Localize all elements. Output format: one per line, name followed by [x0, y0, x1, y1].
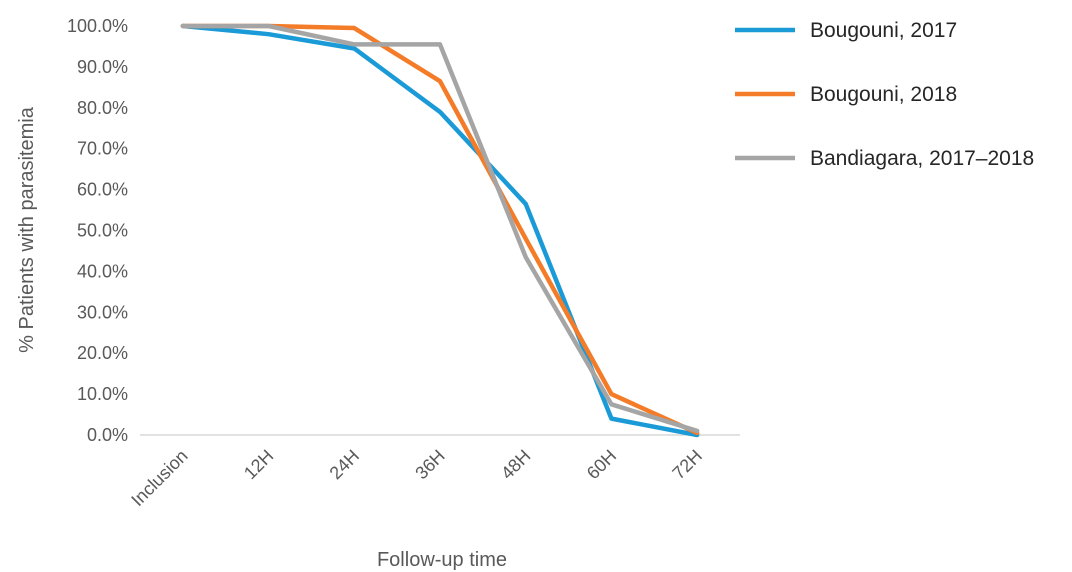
y-tick-label: 50.0%	[77, 221, 128, 241]
x-tick-label: Inclusion	[127, 446, 191, 510]
series-line-3	[180, 23, 700, 434]
y-tick-label: 0.0%	[87, 425, 128, 445]
legend-label: Bougouni, 2017	[810, 19, 957, 42]
y-tick-label: 60.0%	[77, 180, 128, 200]
series-line-2	[180, 23, 700, 436]
legend-item: Bougouni, 2017	[735, 19, 957, 42]
y-tick-label: 100.0%	[67, 16, 128, 36]
legend-item: Bougouni, 2018	[735, 83, 957, 106]
legend: Bougouni, 2017 Bougouni, 2018 Bandiagara, …	[735, 19, 1034, 170]
x-tick-label: 60H	[583, 446, 620, 483]
y-axis-title: % Patients with parasitemia	[16, 106, 38, 353]
y-tick-label: 80.0%	[77, 98, 128, 118]
x-tick-label: 72H	[668, 446, 705, 483]
y-axis-ticks: 0.0% 10.0% 20.0% 30.0% 40.0% 50.0% 60.0% 70.0% 8…	[67, 16, 128, 445]
legend-label: Bandiagara, 2017–2018	[810, 147, 1034, 170]
y-tick-label: 40.0%	[77, 261, 128, 281]
x-tick-label: 24H	[326, 446, 363, 483]
y-tick-label: 20.0%	[77, 343, 128, 363]
y-tick-label: 90.0%	[77, 57, 128, 77]
legend-label: Bougouni, 2018	[810, 83, 957, 106]
x-tick-label: 12H	[240, 446, 277, 483]
y-tick-label: 70.0%	[77, 139, 128, 159]
series-line-1	[180, 23, 700, 438]
y-tick-label: 30.0%	[77, 302, 128, 322]
series-lines	[180, 23, 700, 438]
y-tick-label: 10.0%	[77, 384, 128, 404]
legend-item: Bandiagara, 2017–2018	[735, 147, 1034, 170]
x-axis-title: Follow-up time	[377, 549, 507, 571]
x-tick-label: 48H	[497, 446, 534, 483]
x-axis-ticks: Inclusion 12H 24H 36H 48H 60H 72H	[127, 446, 706, 510]
x-tick-label: 36H	[411, 446, 448, 483]
